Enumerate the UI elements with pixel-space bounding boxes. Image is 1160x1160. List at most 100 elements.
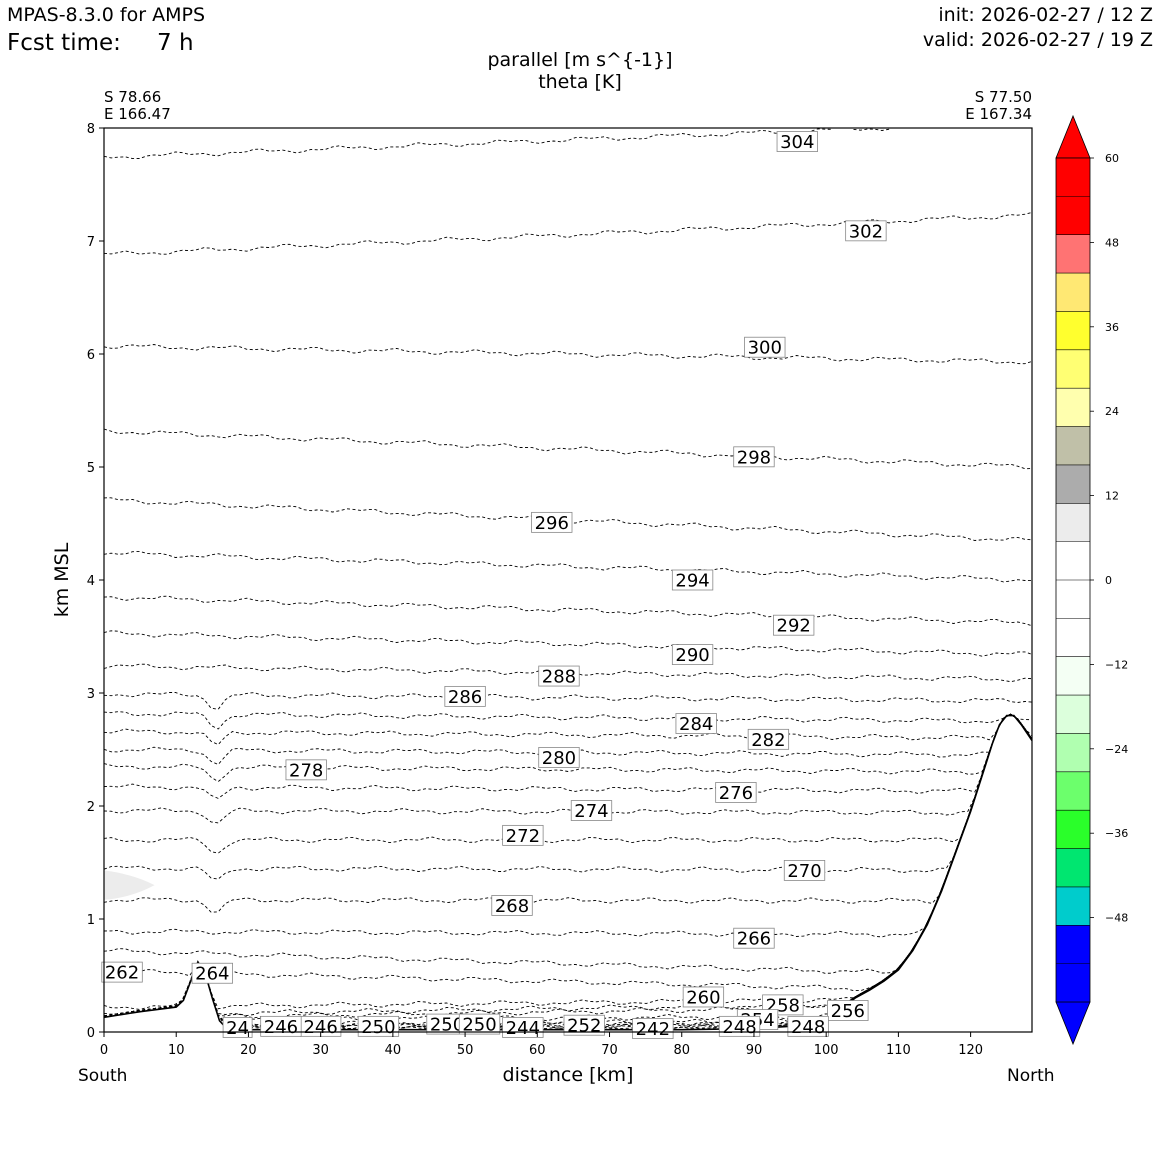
forecast-time-value: 7 h	[157, 30, 194, 56]
svg-text:248: 248	[791, 1017, 825, 1038]
svg-text:246: 246	[264, 1017, 298, 1038]
theta-contour-294	[103, 550, 1033, 583]
svg-text:302: 302	[849, 221, 883, 242]
contour-label-298: 298	[733, 446, 775, 468]
contour-label-extra-0: 250	[426, 1013, 468, 1036]
svg-text:262: 262	[105, 963, 139, 984]
model-title: MPAS-8.3.0 for AMPS	[7, 4, 206, 26]
svg-text:304: 304	[780, 132, 814, 153]
contour-label-302: 302	[845, 220, 887, 242]
colorbar-bin-5	[1056, 349, 1090, 389]
svg-text:268: 268	[495, 896, 529, 917]
colorbar-bin-21	[1056, 963, 1090, 1003]
theta-contour-278	[103, 713, 1033, 783]
colorbar: 60 48 36 24 12 0 −12 −24 −36 −48	[1055, 114, 1128, 1046]
svg-text:256: 256	[831, 1001, 865, 1022]
contour-label-extra-2: 24	[222, 1017, 253, 1039]
contour-label-264: 264	[191, 962, 233, 985]
colorbar-bin-13	[1056, 656, 1090, 696]
chart-title-wind: parallel [m s^{-1}]	[487, 49, 673, 71]
x-tick-label-100: 100	[814, 1043, 839, 1058]
svg-text:280: 280	[542, 748, 576, 769]
y-axis-ticks: 0 1 2 3 4 5 6 7 8	[87, 122, 104, 1041]
theta-contour-270	[103, 713, 1033, 880]
colorbar-extend-bottom	[1055, 1001, 1091, 1046]
svg-text:24: 24	[226, 1018, 249, 1039]
colorbar-bin-6	[1056, 388, 1090, 427]
colorbar-tick-label-2: 36	[1105, 321, 1119, 334]
contour-label-extra-1: 246	[260, 1015, 302, 1038]
left-endpoint-coords: S 78.66 E 166.47	[104, 89, 171, 123]
right-endpoint-lon: E 167.34	[965, 105, 1032, 123]
y-tick-label-0: 0	[87, 1026, 95, 1041]
colorbar-bin-10	[1056, 541, 1090, 581]
theta-contour-282	[103, 713, 1033, 746]
colorbar-tick-label-8: −36	[1105, 827, 1128, 840]
theta-contour-300	[103, 344, 1033, 365]
svg-text:272: 272	[506, 826, 540, 847]
svg-text:248: 248	[722, 1017, 756, 1038]
colorbar-bin-15	[1056, 733, 1090, 773]
contour-label-extra-3: 250	[458, 1013, 501, 1036]
colorbar-bin-2	[1056, 234, 1090, 274]
colorbar-bin-17	[1056, 810, 1090, 849]
theta-contour-292	[103, 595, 1033, 627]
forecast-time-label: Fcst time:	[7, 30, 121, 56]
svg-text:250: 250	[430, 1015, 464, 1036]
theta-contour-268	[103, 713, 1033, 913]
y-tick-label-8: 8	[87, 122, 95, 137]
valid-time: valid: 2026-02-27 / 19 Z	[922, 29, 1153, 51]
right-endpoint-lat: S 77.50	[974, 88, 1032, 106]
contour-label-266: 266	[733, 927, 775, 950]
contour-label-242: 242	[632, 1018, 674, 1040]
contour-label-296: 296	[531, 511, 573, 534]
wind-shade-0	[104, 870, 155, 900]
theta-contour-272	[103, 713, 1033, 854]
colorbar-bin-4	[1056, 311, 1090, 351]
colorbar-bin-19	[1056, 886, 1090, 926]
svg-text:242: 242	[636, 1019, 670, 1040]
plot-frame	[103, 127, 1033, 1033]
svg-text:300: 300	[748, 338, 782, 359]
contour-label-290: 290	[671, 644, 714, 666]
svg-text:290: 290	[675, 645, 709, 666]
contour-label-280: 280	[538, 747, 580, 769]
svg-text:274: 274	[574, 801, 608, 822]
theta-contour-290	[103, 630, 1033, 657]
svg-text:292: 292	[777, 616, 811, 637]
x-tick-label-120: 120	[958, 1043, 983, 1058]
y-tick-label-4: 4	[87, 574, 95, 589]
theta-contour-266	[103, 713, 1033, 938]
theta-contour-286	[103, 692, 1033, 710]
x-axis-label: distance [km]	[502, 1064, 634, 1086]
svg-text:288: 288	[542, 667, 576, 688]
contour-label-272: 272	[502, 824, 544, 847]
wind-shading-layer	[104, 870, 155, 900]
colorbar-tick-label-0: 60	[1105, 152, 1119, 165]
theta-contour-302	[103, 211, 1033, 255]
contour-label-284: 284	[675, 713, 717, 735]
theta-contour-250	[103, 713, 1033, 1028]
chart-title-theta: theta [K]	[538, 71, 622, 93]
colorbar-tick-label-5: 0	[1105, 574, 1112, 587]
x-tick-label-20: 20	[240, 1043, 257, 1058]
colorbar-extend-top	[1055, 114, 1091, 159]
left-endpoint-lon: E 166.47	[104, 105, 171, 123]
x-tick-label-60: 60	[529, 1043, 546, 1058]
theta-contour-288	[103, 663, 1033, 683]
svg-text:286: 286	[448, 687, 482, 708]
svg-text:298: 298	[737, 447, 771, 468]
theta-contour-296	[103, 497, 1033, 541]
theta-contour-284	[103, 711, 1033, 730]
contour-label-286: 286	[444, 685, 486, 708]
south-end-label: South	[78, 1066, 128, 1086]
theta-contour-layer	[103, 128, 1033, 1029]
colorbar-tick-label-4: 12	[1105, 490, 1119, 503]
svg-text:282: 282	[751, 730, 785, 751]
x-tick-label-80: 80	[673, 1043, 690, 1058]
y-tick-label-1: 1	[87, 913, 95, 928]
svg-text:260: 260	[686, 987, 720, 1008]
svg-text:284: 284	[679, 714, 713, 735]
contour-label-282: 282	[747, 728, 790, 751]
